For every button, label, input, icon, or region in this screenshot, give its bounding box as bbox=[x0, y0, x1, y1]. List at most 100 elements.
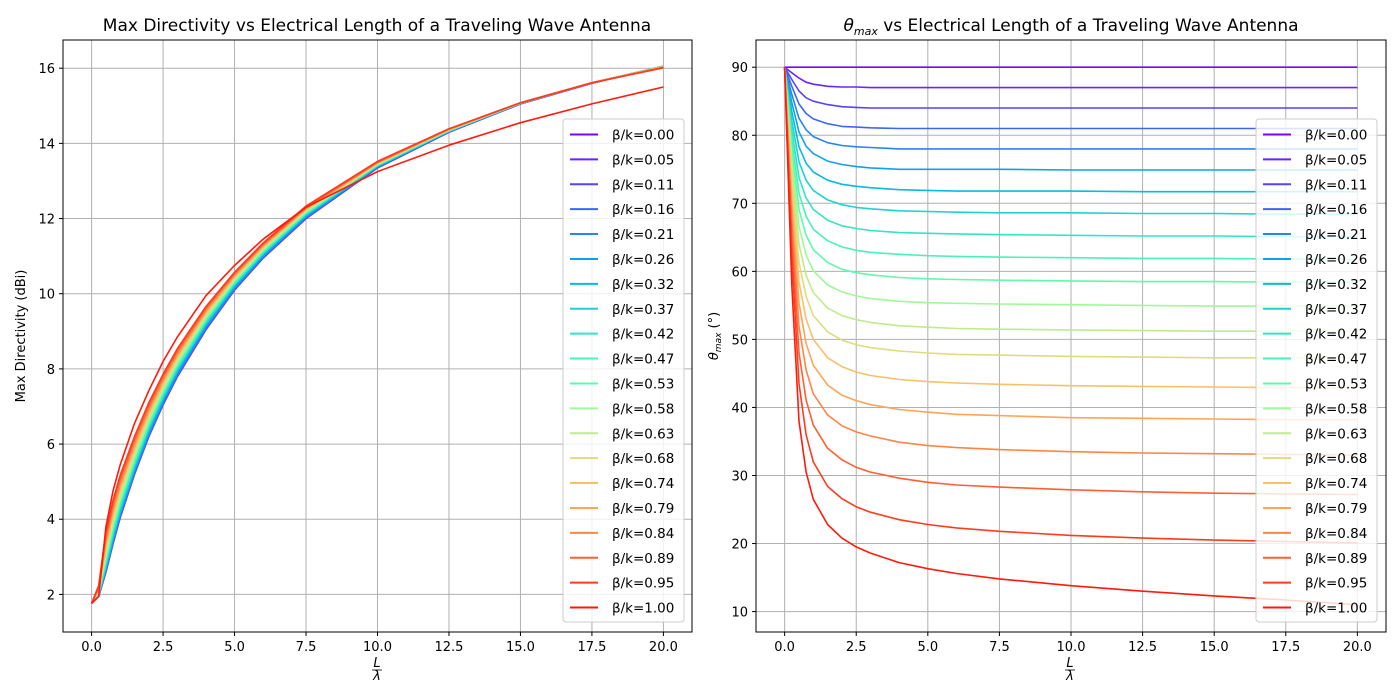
legend-label: β/k=0.21 bbox=[612, 227, 674, 243]
legend-label: β/k=0.11 bbox=[1305, 177, 1367, 193]
legend-label: β/k=0.00 bbox=[612, 127, 674, 143]
series-line bbox=[783, 67, 1358, 606]
x-tick-label: 20.0 bbox=[649, 640, 678, 655]
legend-label: β/k=0.37 bbox=[612, 302, 674, 318]
y-label-unit: (°) bbox=[707, 312, 722, 333]
theta-max-chart: θmax vs Electrical Length of a Traveling… bbox=[707, 16, 1387, 684]
legend-label: β/k=0.16 bbox=[1305, 202, 1367, 218]
y-tick-label: 10 bbox=[731, 606, 748, 621]
y-tick-label: 30 bbox=[731, 469, 748, 484]
x-tick-label: 17.5 bbox=[1271, 640, 1300, 655]
x-tick-label: 2.5 bbox=[153, 640, 174, 655]
y-axis-label: Max Directivity (dBi) bbox=[14, 270, 29, 403]
y-tick-label: 14 bbox=[38, 137, 55, 152]
legend-box bbox=[1255, 118, 1378, 623]
x-axis-label-denominator: λ bbox=[372, 669, 381, 684]
legend-label: β/k=0.89 bbox=[1305, 551, 1367, 567]
series-line bbox=[90, 67, 664, 604]
x-tick-label: 0.0 bbox=[81, 640, 102, 655]
chart-title: Max Directivity vs Electrical Length of … bbox=[103, 16, 651, 36]
legend-label: β/k=0.05 bbox=[1305, 152, 1367, 168]
legend-label: β/k=0.84 bbox=[1305, 526, 1367, 542]
x-tick-label: 5.0 bbox=[224, 640, 245, 655]
series-line bbox=[783, 67, 1358, 333]
title-subscript: max bbox=[854, 25, 878, 38]
series-line bbox=[783, 67, 1358, 215]
y-tick-label: 8 bbox=[47, 363, 55, 378]
legend-label: β/k=0.21 bbox=[1305, 227, 1367, 243]
series-line bbox=[783, 67, 1358, 238]
legend-box bbox=[562, 118, 685, 623]
series-line bbox=[783, 67, 1358, 421]
y-tick-label: 80 bbox=[731, 129, 748, 144]
legend-label: β/k=0.00 bbox=[1305, 127, 1367, 143]
x-tick-label: 10.0 bbox=[1057, 640, 1086, 655]
legend-label: β/k=1.00 bbox=[612, 601, 674, 617]
series-line bbox=[783, 67, 1358, 307]
y-tick-label: 10 bbox=[38, 288, 55, 303]
x-tick-label: 0.0 bbox=[774, 640, 795, 655]
legend-label: β/k=0.26 bbox=[1305, 252, 1367, 268]
x-tick-label: 10.0 bbox=[363, 640, 392, 655]
legend-label: β/k=0.95 bbox=[612, 576, 674, 592]
x-tick-label: 5.0 bbox=[917, 640, 938, 655]
legend-label: β/k=0.05 bbox=[612, 152, 674, 168]
series-line bbox=[783, 66, 1358, 109]
series-line bbox=[784, 66, 1358, 89]
title-text: vs Electrical Length of a Traveling Wave… bbox=[878, 16, 1299, 36]
legend-label: β/k=0.68 bbox=[612, 451, 674, 467]
series-line bbox=[783, 67, 1358, 496]
legend-label: β/k=0.74 bbox=[612, 476, 674, 492]
y-tick-label: 90 bbox=[731, 61, 748, 76]
legend-label: β/k=0.26 bbox=[612, 252, 674, 268]
x-tick-label: 15.0 bbox=[506, 640, 535, 655]
series-line bbox=[783, 67, 1358, 171]
legend: β/k=0.00 β/k=0.05 β/k=0.11 β/k=0.16 β/k=0.21… bbox=[1255, 118, 1378, 623]
y-tick-label: 6 bbox=[47, 438, 55, 453]
series-line bbox=[783, 67, 1358, 456]
series-line bbox=[783, 67, 1358, 284]
legend-label: β/k=0.42 bbox=[612, 327, 674, 343]
x-tick-label: 20.0 bbox=[1343, 640, 1372, 655]
legend-label: β/k=0.63 bbox=[1305, 426, 1367, 442]
legend-label: β/k=0.37 bbox=[1305, 302, 1367, 318]
y-tick-label: 20 bbox=[731, 538, 748, 553]
y-tick-label: 4 bbox=[47, 513, 55, 528]
legend-label: β/k=0.16 bbox=[612, 202, 674, 218]
x-axis-label: L λ bbox=[1065, 656, 1075, 684]
legend-label: β/k=0.95 bbox=[1305, 576, 1367, 592]
legend: β/k=0.00 β/k=0.05 β/k=0.11 β/k=0.16 β/k=0.21… bbox=[562, 118, 685, 623]
legend-label: β/k=0.32 bbox=[1305, 277, 1367, 293]
y-tick-label: 50 bbox=[731, 333, 748, 348]
y-tick-label: 12 bbox=[38, 213, 55, 228]
x-axis-label: L λ bbox=[372, 656, 382, 684]
series-line bbox=[91, 86, 664, 604]
x-tick-label: 12.5 bbox=[435, 640, 464, 655]
legend-label: β/k=0.84 bbox=[612, 526, 674, 542]
legend-label: β/k=0.68 bbox=[1305, 451, 1367, 467]
y-tick-label: 60 bbox=[731, 265, 748, 280]
x-axis-label-denominator: λ bbox=[1065, 669, 1074, 684]
legend-label: β/k=0.53 bbox=[612, 376, 674, 392]
title-symbol: θ bbox=[843, 16, 854, 36]
series-line bbox=[783, 66, 1358, 150]
x-tick-label: 7.5 bbox=[989, 640, 1010, 655]
x-axis-label-numerator: L bbox=[373, 656, 380, 671]
legend-label: β/k=0.47 bbox=[612, 352, 674, 368]
legend-label: β/k=0.79 bbox=[1305, 501, 1367, 517]
legend-label: β/k=0.63 bbox=[612, 426, 674, 442]
legend-label: β/k=0.58 bbox=[1305, 401, 1367, 417]
legend-label: β/k=0.74 bbox=[1305, 476, 1367, 492]
y-label-symbol: θ bbox=[707, 352, 722, 360]
series-line bbox=[783, 67, 1358, 359]
legend-label: β/k=0.89 bbox=[612, 551, 674, 567]
series-line bbox=[783, 67, 1358, 544]
x-tick-label: 17.5 bbox=[577, 640, 606, 655]
legend-label: β/k=0.53 bbox=[1305, 376, 1367, 392]
series-line bbox=[783, 67, 1358, 260]
x-tick-label: 15.0 bbox=[1200, 640, 1229, 655]
series-line bbox=[783, 66, 1358, 130]
y-tick-label: 16 bbox=[38, 62, 55, 77]
y-tick-label: 2 bbox=[47, 588, 55, 603]
x-tick-label: 7.5 bbox=[296, 640, 317, 655]
